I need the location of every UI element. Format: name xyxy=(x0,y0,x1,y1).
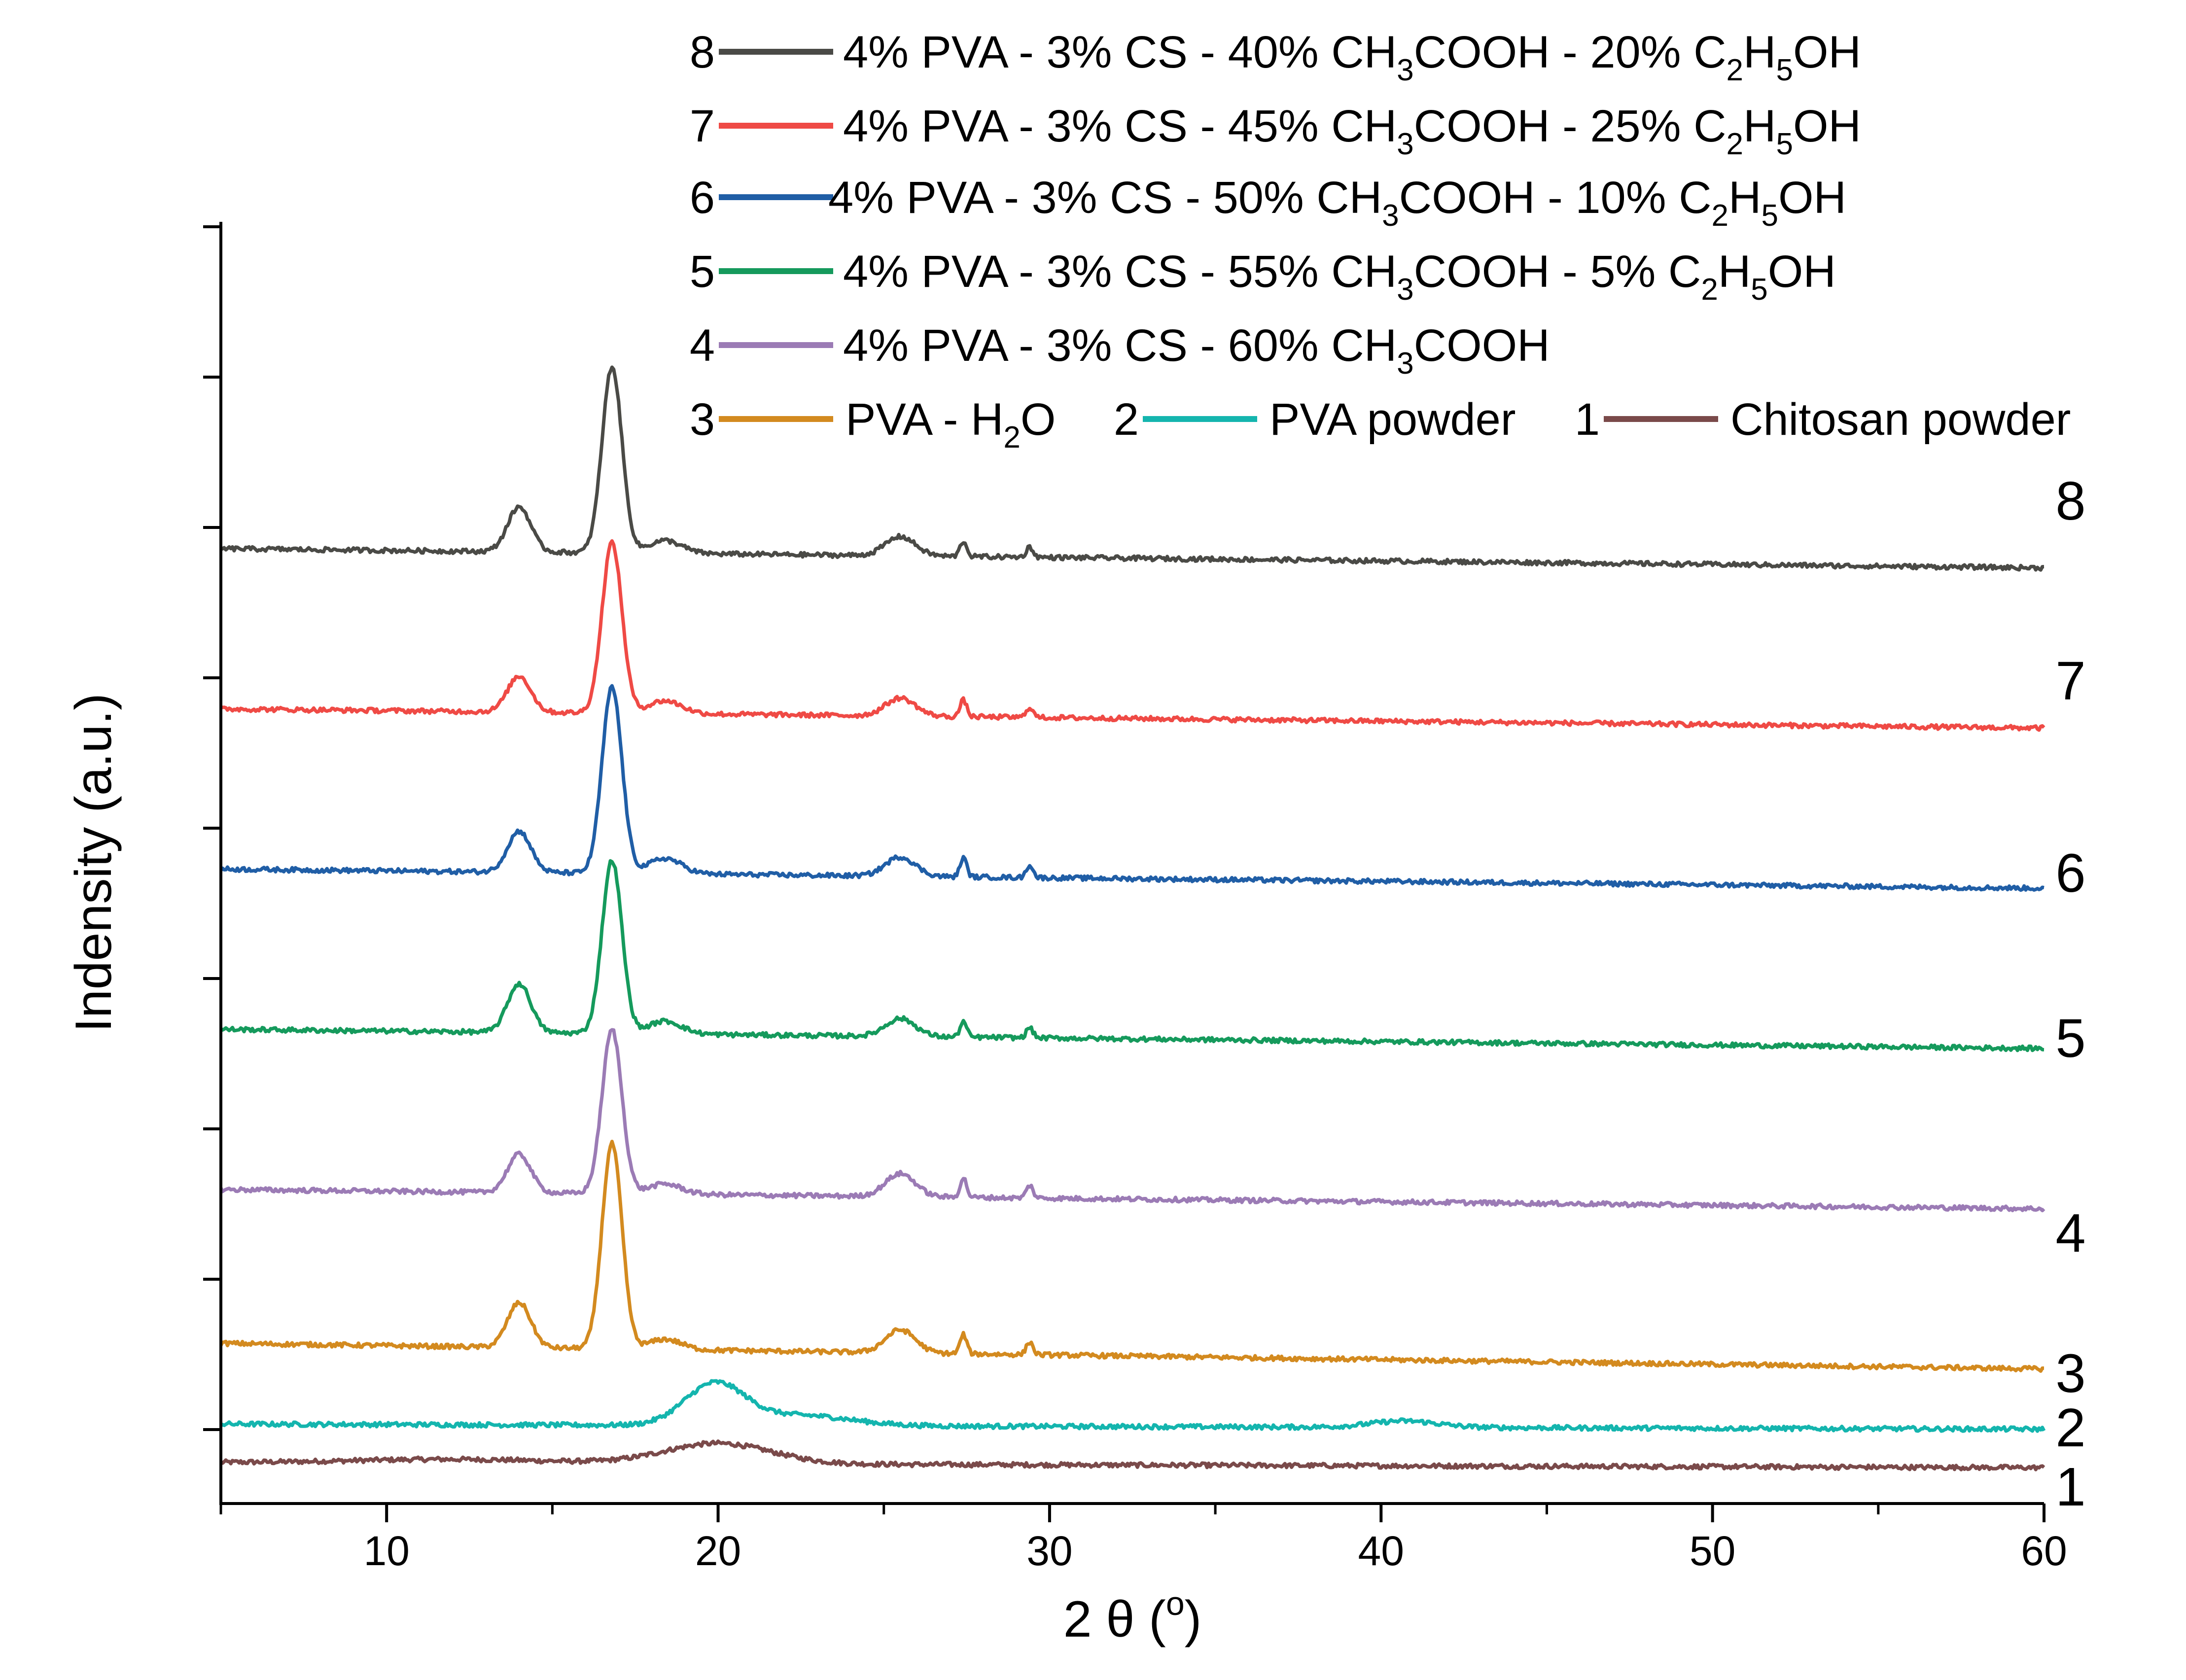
legend-label-subscript: 3 xyxy=(1397,127,1413,161)
legend-label-part: H xyxy=(1718,246,1751,297)
legend-layer: 8 4% PVA - 3% CS - 40% CH3COOH - 20% C2H5… xyxy=(690,27,2071,455)
legend-label-part: Chitosan powder xyxy=(1730,394,2071,445)
legend-label-subscript: 5 xyxy=(1751,273,1767,307)
legend-label: 4% PVA - 3% CS - 60% CH3COOH xyxy=(843,320,1550,381)
x-axis-label-degree: o xyxy=(1166,1585,1185,1622)
legend-label-part: OH xyxy=(1793,101,1861,151)
legend-label-subscript: 2 xyxy=(1701,273,1718,307)
end-label-layer: 123 4 5 6 7 8 xyxy=(2055,471,2085,1517)
legend-item-2: 2 PVA powder xyxy=(1114,394,1516,445)
series-line-4 xyxy=(219,1028,2045,1213)
legend-label: 4% PVA - 3% CS - 45% CH3COOH - 25% C2H5O… xyxy=(843,101,1861,161)
legend-label-subscript: 2 xyxy=(1727,127,1743,161)
legend-label: 4% PVA - 3% CS - 55% CH3COOH - 5% C2H5OH xyxy=(843,246,1836,307)
legend-label-part: COOH - 25% C xyxy=(1414,101,1727,151)
legend-label-part: H xyxy=(1728,173,1761,223)
series-end-label-8: 8 xyxy=(2055,471,2085,531)
legend-number: 2 xyxy=(1114,394,1139,445)
x-tick-label: 20 xyxy=(695,1528,741,1574)
legend-label-part: OH xyxy=(1768,246,1836,297)
legend-label-part: OH xyxy=(1793,27,1861,77)
series-line-3 xyxy=(219,1140,2045,1373)
legend-label: 4% PVA - 3% CS - 50% CH3COOH - 10% C2H5O… xyxy=(828,173,1846,233)
legend-number: 4 xyxy=(690,320,715,371)
legend-label-subscript: 5 xyxy=(1776,53,1793,87)
legend-label-part: 4% PVA - 3% CS - 50% CH xyxy=(828,173,1382,223)
legend-number: 3 xyxy=(690,394,715,445)
legend-label: PVA - H2O xyxy=(846,394,1056,455)
x-tick-label: 40 xyxy=(1358,1528,1404,1574)
series-end-label-4: 4 xyxy=(2055,1203,2085,1263)
legend-label-subscript: 3 xyxy=(1397,53,1413,87)
legend-label-part: 4% PVA - 3% CS - 60% CH xyxy=(843,320,1397,371)
legend-label-subscript: 2 xyxy=(1712,199,1728,233)
legend-item-6: 6 4% PVA - 3% CS - 50% CH3COOH - 10% C2H5… xyxy=(690,173,1846,233)
legend-label-part: H xyxy=(1743,101,1776,151)
legend-label-subscript: 5 xyxy=(1776,127,1793,161)
legend-number: 8 xyxy=(690,27,715,77)
legend-label-part: 4% PVA - 3% CS - 55% CH xyxy=(843,246,1397,297)
legend-label-subscript: 3 xyxy=(1397,273,1413,307)
x-tick-label: 10 xyxy=(363,1528,409,1574)
legend-label-part: PVA powder xyxy=(1269,394,1516,445)
legend-number: 5 xyxy=(690,246,715,297)
series-end-label-3: 3 xyxy=(2055,1343,2085,1404)
legend-label: PVA powder xyxy=(1269,394,1516,445)
legend-label-part: COOH xyxy=(1414,320,1550,371)
legend-label-part: COOH - 20% C xyxy=(1414,27,1727,77)
legend-item-1: 1 Chitosan powder xyxy=(1575,394,2071,445)
legend-number: 1 xyxy=(1575,394,1600,445)
legend-item-7: 7 4% PVA - 3% CS - 45% CH3COOH - 25% C2H5… xyxy=(690,101,1861,161)
legend-label-part: H xyxy=(1743,27,1776,77)
legend-label: 4% PVA - 3% CS - 40% CH3COOH - 20% C2H5O… xyxy=(843,27,1861,87)
legend-item-3: 3 PVA - H2O xyxy=(690,394,1056,455)
series-end-label-7: 7 xyxy=(2055,651,2085,711)
legend-label-subscript: 3 xyxy=(1382,199,1399,233)
series-line-6 xyxy=(219,684,2045,892)
x-axis-label-suffix: ) xyxy=(1185,1591,1202,1648)
x-tick-label: 30 xyxy=(1026,1528,1072,1574)
legend-label-subscript: 2 xyxy=(1727,53,1743,87)
series-line-1 xyxy=(219,1439,2045,1471)
legend-label-part: 4% PVA - 3% CS - 40% CH xyxy=(843,27,1397,77)
series-end-label-5: 5 xyxy=(2055,1008,2085,1069)
series-line-8 xyxy=(219,365,2045,572)
legend-number: 7 xyxy=(690,101,715,151)
y-axis-label: Indensity (a.u.) xyxy=(65,693,122,1032)
x-axis-label-prefix: 2 θ ( xyxy=(1063,1591,1166,1648)
legend-label-part: COOH - 10% C xyxy=(1399,173,1712,223)
legend-label-part: PVA - H xyxy=(846,394,1003,445)
x-tick-label: 60 xyxy=(2021,1528,2067,1574)
legend-label-part: COOH - 5% C xyxy=(1414,246,1701,297)
axes-layer: 10 20 30 40 50 60 2 θ (o) Indensity (a.u.) xyxy=(65,222,2067,1648)
series-line-7 xyxy=(220,539,2045,732)
legend-label-subscript: 5 xyxy=(1761,199,1778,233)
x-axis-label: 2 θ (o) xyxy=(1063,1585,1202,1648)
legend-label-part: 4% PVA - 3% CS - 45% CH xyxy=(843,101,1397,151)
legend-label: Chitosan powder xyxy=(1730,394,2071,445)
series-layer xyxy=(219,365,2046,1471)
legend-label-part: O xyxy=(1021,394,1056,445)
legend-number: 6 xyxy=(690,173,715,223)
legend-item-4: 4 4% PVA - 3% CS - 60% CH3COOH xyxy=(690,320,1550,381)
legend-item-5: 5 4% PVA - 3% CS - 55% CH3COOH - 5% C2H5O… xyxy=(690,246,1836,307)
legend-label-part: OH xyxy=(1778,173,1846,223)
x-tick-label: 50 xyxy=(1690,1528,1735,1574)
series-end-label-6: 6 xyxy=(2055,843,2085,904)
series-line-5 xyxy=(219,859,2045,1052)
series-end-label-1: 1 xyxy=(2055,1457,2085,1517)
series-end-label-2: 2 xyxy=(2055,1398,2085,1458)
legend-item-8: 8 4% PVA - 3% CS - 40% CH3COOH - 20% C2H5… xyxy=(690,27,1861,87)
legend-label-subscript: 2 xyxy=(1003,420,1020,455)
series-line-2 xyxy=(219,1379,2046,1433)
legend-label-subscript: 3 xyxy=(1397,347,1413,381)
